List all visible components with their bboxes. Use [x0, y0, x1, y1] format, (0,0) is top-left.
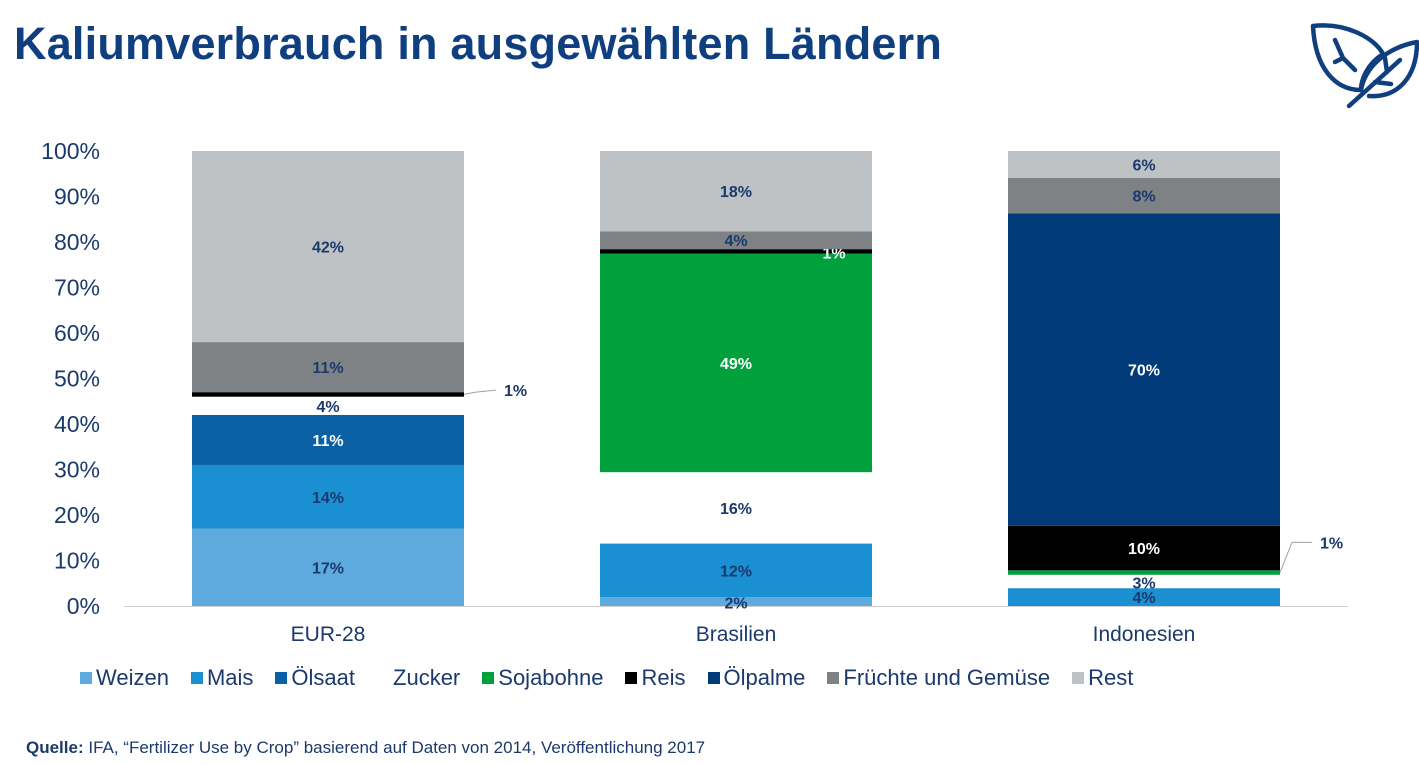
- data-label: 11%: [312, 360, 343, 377]
- legend-swatch: [707, 672, 720, 684]
- bar-segment-ölsaat: [192, 414, 464, 465]
- legend-swatch: [377, 672, 390, 684]
- legend-swatch: [80, 672, 92, 684]
- bar-segment-sojabohne: [1008, 570, 1280, 575]
- bar-segment-sojabohne: [600, 253, 872, 473]
- x-category-label: Indonesien: [1093, 623, 1196, 646]
- source-note: Quelle: IFA, “Fertilizer Use by Crop” ba…: [26, 738, 705, 758]
- legend-label: Ölsaat: [291, 665, 356, 690]
- bar-segment-rest: [1008, 151, 1280, 178]
- bar-segment-früchte-und-gemüse: [1008, 177, 1280, 214]
- data-label: 1%: [504, 383, 527, 400]
- legend-item: Sojabohne: [482, 665, 603, 691]
- data-label: 12%: [720, 563, 752, 580]
- stacked-bar-chart: 0% 10% 20% 30% 40% 50% 60% 70% 80% 90% 100% 17% 14% 1…: [41, 138, 1348, 646]
- data-label: 4%: [724, 233, 747, 250]
- y-tick-label: 30%: [54, 457, 100, 483]
- leaves-icon: [1310, 23, 1419, 109]
- legend-item: Reis: [625, 665, 686, 691]
- legend-label: Zucker: [393, 665, 461, 690]
- y-tick-label: 20%: [54, 502, 100, 528]
- data-label: 3%: [1132, 575, 1155, 592]
- bar-segment-rest: [192, 151, 464, 343]
- data-label: 10%: [1128, 541, 1160, 558]
- legend-label: Weizen: [96, 665, 169, 690]
- legend-label: Reis: [641, 665, 686, 690]
- legend: Weizen Mais Ölsaat Zucker Sojabohne Reis Ölpal…: [80, 665, 1155, 691]
- bar-segment-früchte-und-gemüse: [192, 342, 464, 393]
- legend-swatch: [1072, 672, 1085, 684]
- legend-label: Mais: [206, 665, 254, 690]
- data-label: 14%: [312, 490, 344, 507]
- y-tick-label: 0%: [67, 593, 100, 619]
- legend-swatch: [482, 672, 495, 684]
- data-label: 4%: [316, 399, 339, 416]
- bar-segment-früchte-und-gemüse: [600, 231, 872, 250]
- chart-title: Kaliumverbrauch in ausgewählten Ländern: [14, 18, 943, 69]
- y-tick-label: 60%: [54, 320, 100, 346]
- bar-segment-ölpalme: [1008, 213, 1280, 526]
- data-label: 6%: [1132, 157, 1155, 174]
- y-tick-label: 70%: [54, 275, 100, 301]
- legend-label: Ölpalme: [723, 665, 806, 690]
- bar-segment-reis: [192, 392, 464, 397]
- bar-segment-zucker: [1008, 574, 1280, 589]
- data-label: 42%: [312, 240, 344, 257]
- bar-segment-reis: [600, 249, 872, 254]
- leader-line: [463, 389, 497, 395]
- source-label: Quelle:: [26, 738, 84, 757]
- legend-item: Ölpalme: [707, 665, 806, 691]
- legend-label: Rest: [1088, 665, 1134, 690]
- legend-swatch: [275, 672, 288, 684]
- legend-swatch: [190, 672, 203, 684]
- data-label: 1%: [822, 245, 845, 262]
- legend-item: Zucker: [377, 665, 460, 691]
- bar-segment-zucker: [600, 472, 872, 544]
- legend-swatch: [625, 672, 638, 684]
- bar-segment-rest: [600, 151, 872, 232]
- y-tick-label: 10%: [54, 548, 100, 574]
- x-category-label: Brasilien: [696, 623, 777, 646]
- data-label: 1%: [1320, 535, 1343, 552]
- legend-swatch: [827, 672, 840, 684]
- y-tick-label: 100%: [41, 138, 100, 164]
- data-label: 17%: [312, 560, 344, 577]
- data-label: 8%: [1132, 189, 1155, 206]
- legend-label: Früchte und Gemüse: [843, 665, 1051, 690]
- source-text: IFA, “Fertilizer Use by Crop” basierend …: [83, 738, 706, 757]
- x-category-label: EUR-28: [291, 623, 366, 646]
- data-label: 2%: [724, 596, 747, 613]
- legend-label: Sojabohne: [498, 665, 604, 690]
- bar-segment-mais: [192, 464, 464, 529]
- data-label: 11%: [312, 433, 343, 450]
- legend-item: Ölsaat: [275, 665, 355, 691]
- bar-segment-weizen: [600, 597, 872, 606]
- data-label: 4%: [1132, 590, 1155, 607]
- legend-item: Mais: [190, 665, 254, 691]
- data-label: 18%: [720, 184, 752, 201]
- bar-segment-weizen: [192, 528, 464, 606]
- leader-line: [1279, 541, 1312, 573]
- y-tick-label: 40%: [54, 411, 100, 437]
- legend-item: Weizen: [80, 665, 169, 691]
- bar-segment-zucker: [192, 396, 464, 415]
- y-tick-label: 80%: [54, 229, 100, 255]
- bar-segment-reis: [1008, 525, 1280, 571]
- y-tick-label: 50%: [54, 366, 100, 392]
- y-tick-label: 90%: [54, 184, 100, 210]
- data-label: 49%: [720, 356, 752, 373]
- bar-segment-mais: [1008, 588, 1280, 606]
- legend-item: Früchte und Gemüse: [827, 665, 1050, 691]
- data-label: 70%: [1128, 363, 1160, 380]
- data-label: 16%: [720, 501, 752, 518]
- legend-item: Rest: [1072, 665, 1133, 691]
- bar-segment-mais: [600, 543, 872, 598]
